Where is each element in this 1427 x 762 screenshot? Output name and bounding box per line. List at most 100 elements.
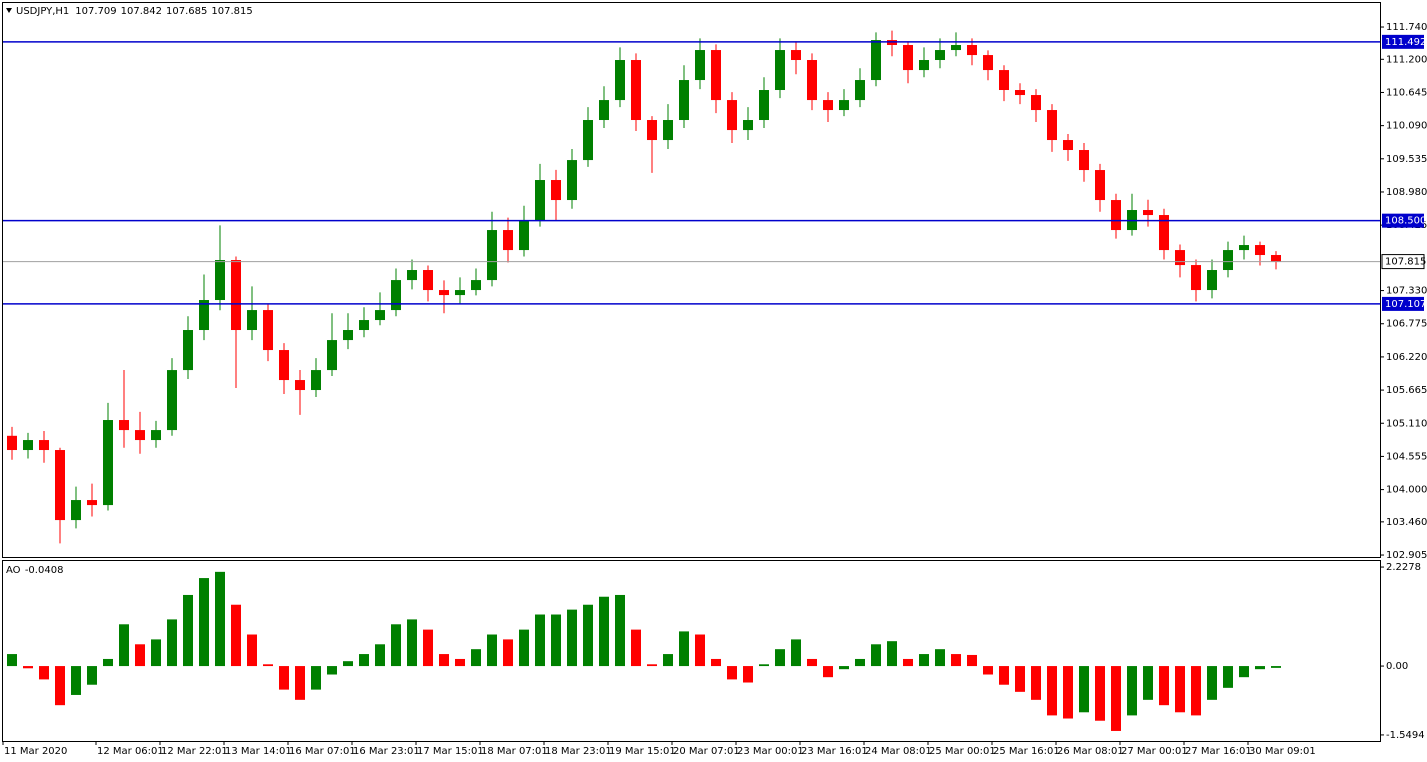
ao-bar [1063, 666, 1073, 719]
candle-body [87, 500, 97, 506]
ao-bar [119, 624, 129, 667]
candle-body [39, 440, 49, 451]
ao-bar [1143, 666, 1153, 700]
header-close: 107.815 [211, 6, 252, 17]
ao-bar [263, 664, 273, 667]
y-tick-label: 110.645 [1386, 87, 1427, 98]
ao-bar [103, 658, 113, 667]
candle-body [535, 180, 545, 221]
x-tick-label: 16 Mar 07:01 [289, 746, 356, 757]
ao-bar [55, 666, 65, 706]
candle-body [263, 310, 273, 351]
candle-body [183, 330, 193, 371]
ao-bar [983, 666, 993, 675]
y-tick-label: 106.220 [1386, 352, 1427, 363]
ao-bar [535, 614, 545, 667]
candle-body [151, 430, 161, 441]
candle-body [327, 340, 337, 371]
ao-bar [519, 629, 529, 667]
x-tick-label: 23 Mar 00:01 [737, 746, 804, 757]
x-tick-label: 17 Mar 15:01 [417, 746, 484, 757]
level-label-box [1382, 213, 1424, 228]
ao-bar [311, 666, 321, 690]
menu-arrow [6, 8, 12, 13]
candle-body [391, 280, 401, 311]
ao-bar [407, 619, 417, 667]
candle-body [631, 60, 641, 121]
x-tick-label: 12 Mar 06:01 [97, 746, 164, 757]
indicator-value: -0.0408 [25, 565, 64, 576]
ao-bar [1159, 666, 1169, 706]
y-tick-label: 0.00 [1386, 661, 1408, 672]
candle-body [439, 290, 449, 296]
ao-bar [935, 649, 945, 667]
candle-body [1111, 200, 1121, 231]
candle-body [759, 90, 769, 121]
candle-body [791, 50, 801, 61]
candle-body [647, 120, 657, 141]
ao-bar [903, 658, 913, 667]
candle-body [503, 230, 513, 251]
x-tick-label: 12 Mar 22:01 [161, 746, 228, 757]
candle-body [983, 55, 993, 71]
ao-bar [1015, 666, 1025, 692]
candle-body [599, 100, 609, 121]
ao-bar [967, 654, 977, 667]
candle-body [135, 430, 145, 441]
ao-bar [199, 578, 209, 667]
ao-bar [183, 594, 193, 667]
ao-bar [135, 644, 145, 667]
y-tick-label: 106.775 [1386, 319, 1427, 330]
x-tick-label: 16 Mar 23:01 [353, 746, 420, 757]
ao-bar [439, 654, 449, 667]
x-tick-label: 25 Mar 16:01 [993, 746, 1060, 757]
ao-bar [247, 634, 257, 667]
ao-bar [743, 666, 753, 683]
ao-bar [679, 631, 689, 667]
x-tick-label: 30 Mar 09:01 [1249, 746, 1316, 757]
ao-bar [151, 639, 161, 667]
x-tick-label: 24 Mar 08:01 [865, 746, 932, 757]
ao-bar [167, 619, 177, 667]
candle-body [1079, 150, 1089, 171]
ao-bar [1175, 666, 1185, 713]
candle-body [247, 310, 257, 331]
chart-header: USDJPY,H1 107.709 107.842 107.685 107.815 [16, 6, 253, 17]
ao-bar [279, 666, 289, 690]
indicator-title: AO [6, 565, 21, 576]
ao-bar [487, 634, 497, 667]
candle-body [343, 330, 353, 341]
candle-body [967, 45, 977, 56]
candle-body [1047, 110, 1057, 141]
ao-bar [23, 666, 33, 669]
candle-body [199, 300, 209, 331]
candle-body [567, 160, 577, 201]
candle-body [279, 350, 289, 381]
candle-body [775, 50, 785, 91]
ao-bar [215, 571, 225, 667]
candle-body [519, 220, 529, 251]
ao-bar [1111, 666, 1121, 731]
candle-body [1159, 215, 1169, 251]
y-tick-label: 2.2278 [1386, 562, 1421, 573]
candle-body [903, 45, 913, 71]
candle-body [951, 45, 961, 51]
ao-bar [359, 654, 369, 667]
ao-bar [551, 614, 561, 667]
ao-bar [711, 658, 721, 667]
y-tick-label: 103.460 [1386, 517, 1427, 528]
level-label-box [1382, 34, 1424, 49]
candle-body [295, 380, 305, 391]
ao-bar [71, 666, 81, 695]
indicator-header: AO -0.0408 [6, 565, 63, 576]
ao-bar [663, 654, 673, 667]
candle-body [23, 440, 33, 451]
header-low: 107.685 [166, 6, 207, 17]
header-high: 107.842 [121, 6, 162, 17]
symbol: USDJPY,H1 [16, 6, 69, 17]
y-tick-label: 102.905 [1386, 550, 1427, 561]
ao-bar [391, 624, 401, 667]
candle-body [1175, 250, 1185, 266]
level-label: 107.107 [1385, 299, 1426, 310]
